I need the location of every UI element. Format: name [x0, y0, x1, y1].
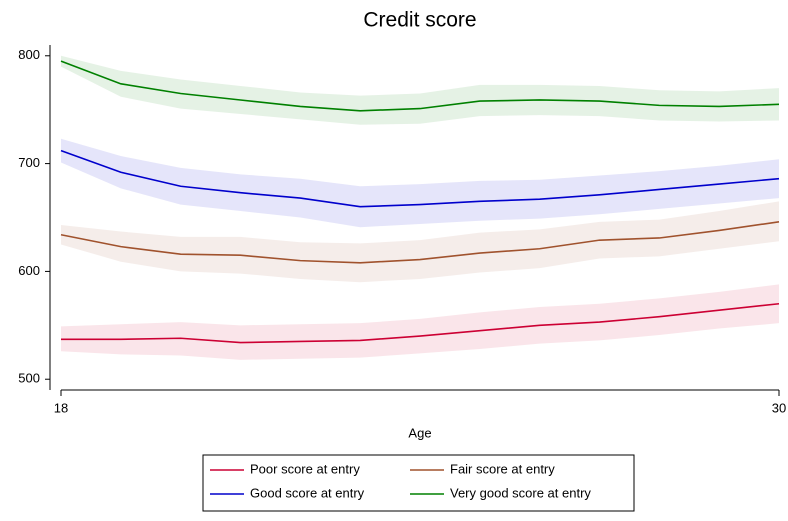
- line: [60, 221, 780, 264]
- line: [61, 302, 780, 344]
- x-tick-label: 30: [772, 400, 786, 415]
- line: [60, 149, 780, 208]
- confidence-band: [61, 55, 779, 125]
- legend-label: Fair score at entry: [450, 461, 555, 476]
- line: [60, 60, 780, 112]
- legend-box: [202, 454, 635, 512]
- chart-title: Credit score: [363, 9, 476, 32]
- legend-label: Very good score at entry: [450, 485, 591, 500]
- confidence-band: [61, 201, 779, 283]
- y-tick-label: 800: [18, 47, 40, 62]
- legend-label: Poor score at entry: [250, 461, 360, 476]
- confidence-band: [61, 138, 779, 228]
- x-tick-label: 18: [54, 400, 68, 415]
- y-tick-label: 500: [18, 371, 40, 386]
- y-tick-label: 700: [18, 155, 40, 170]
- legend-label: Good score at entry: [250, 485, 365, 500]
- y-tick-label: 600: [18, 263, 40, 278]
- confidence-band: [61, 284, 779, 360]
- x-axis-label: Age: [408, 425, 431, 440]
